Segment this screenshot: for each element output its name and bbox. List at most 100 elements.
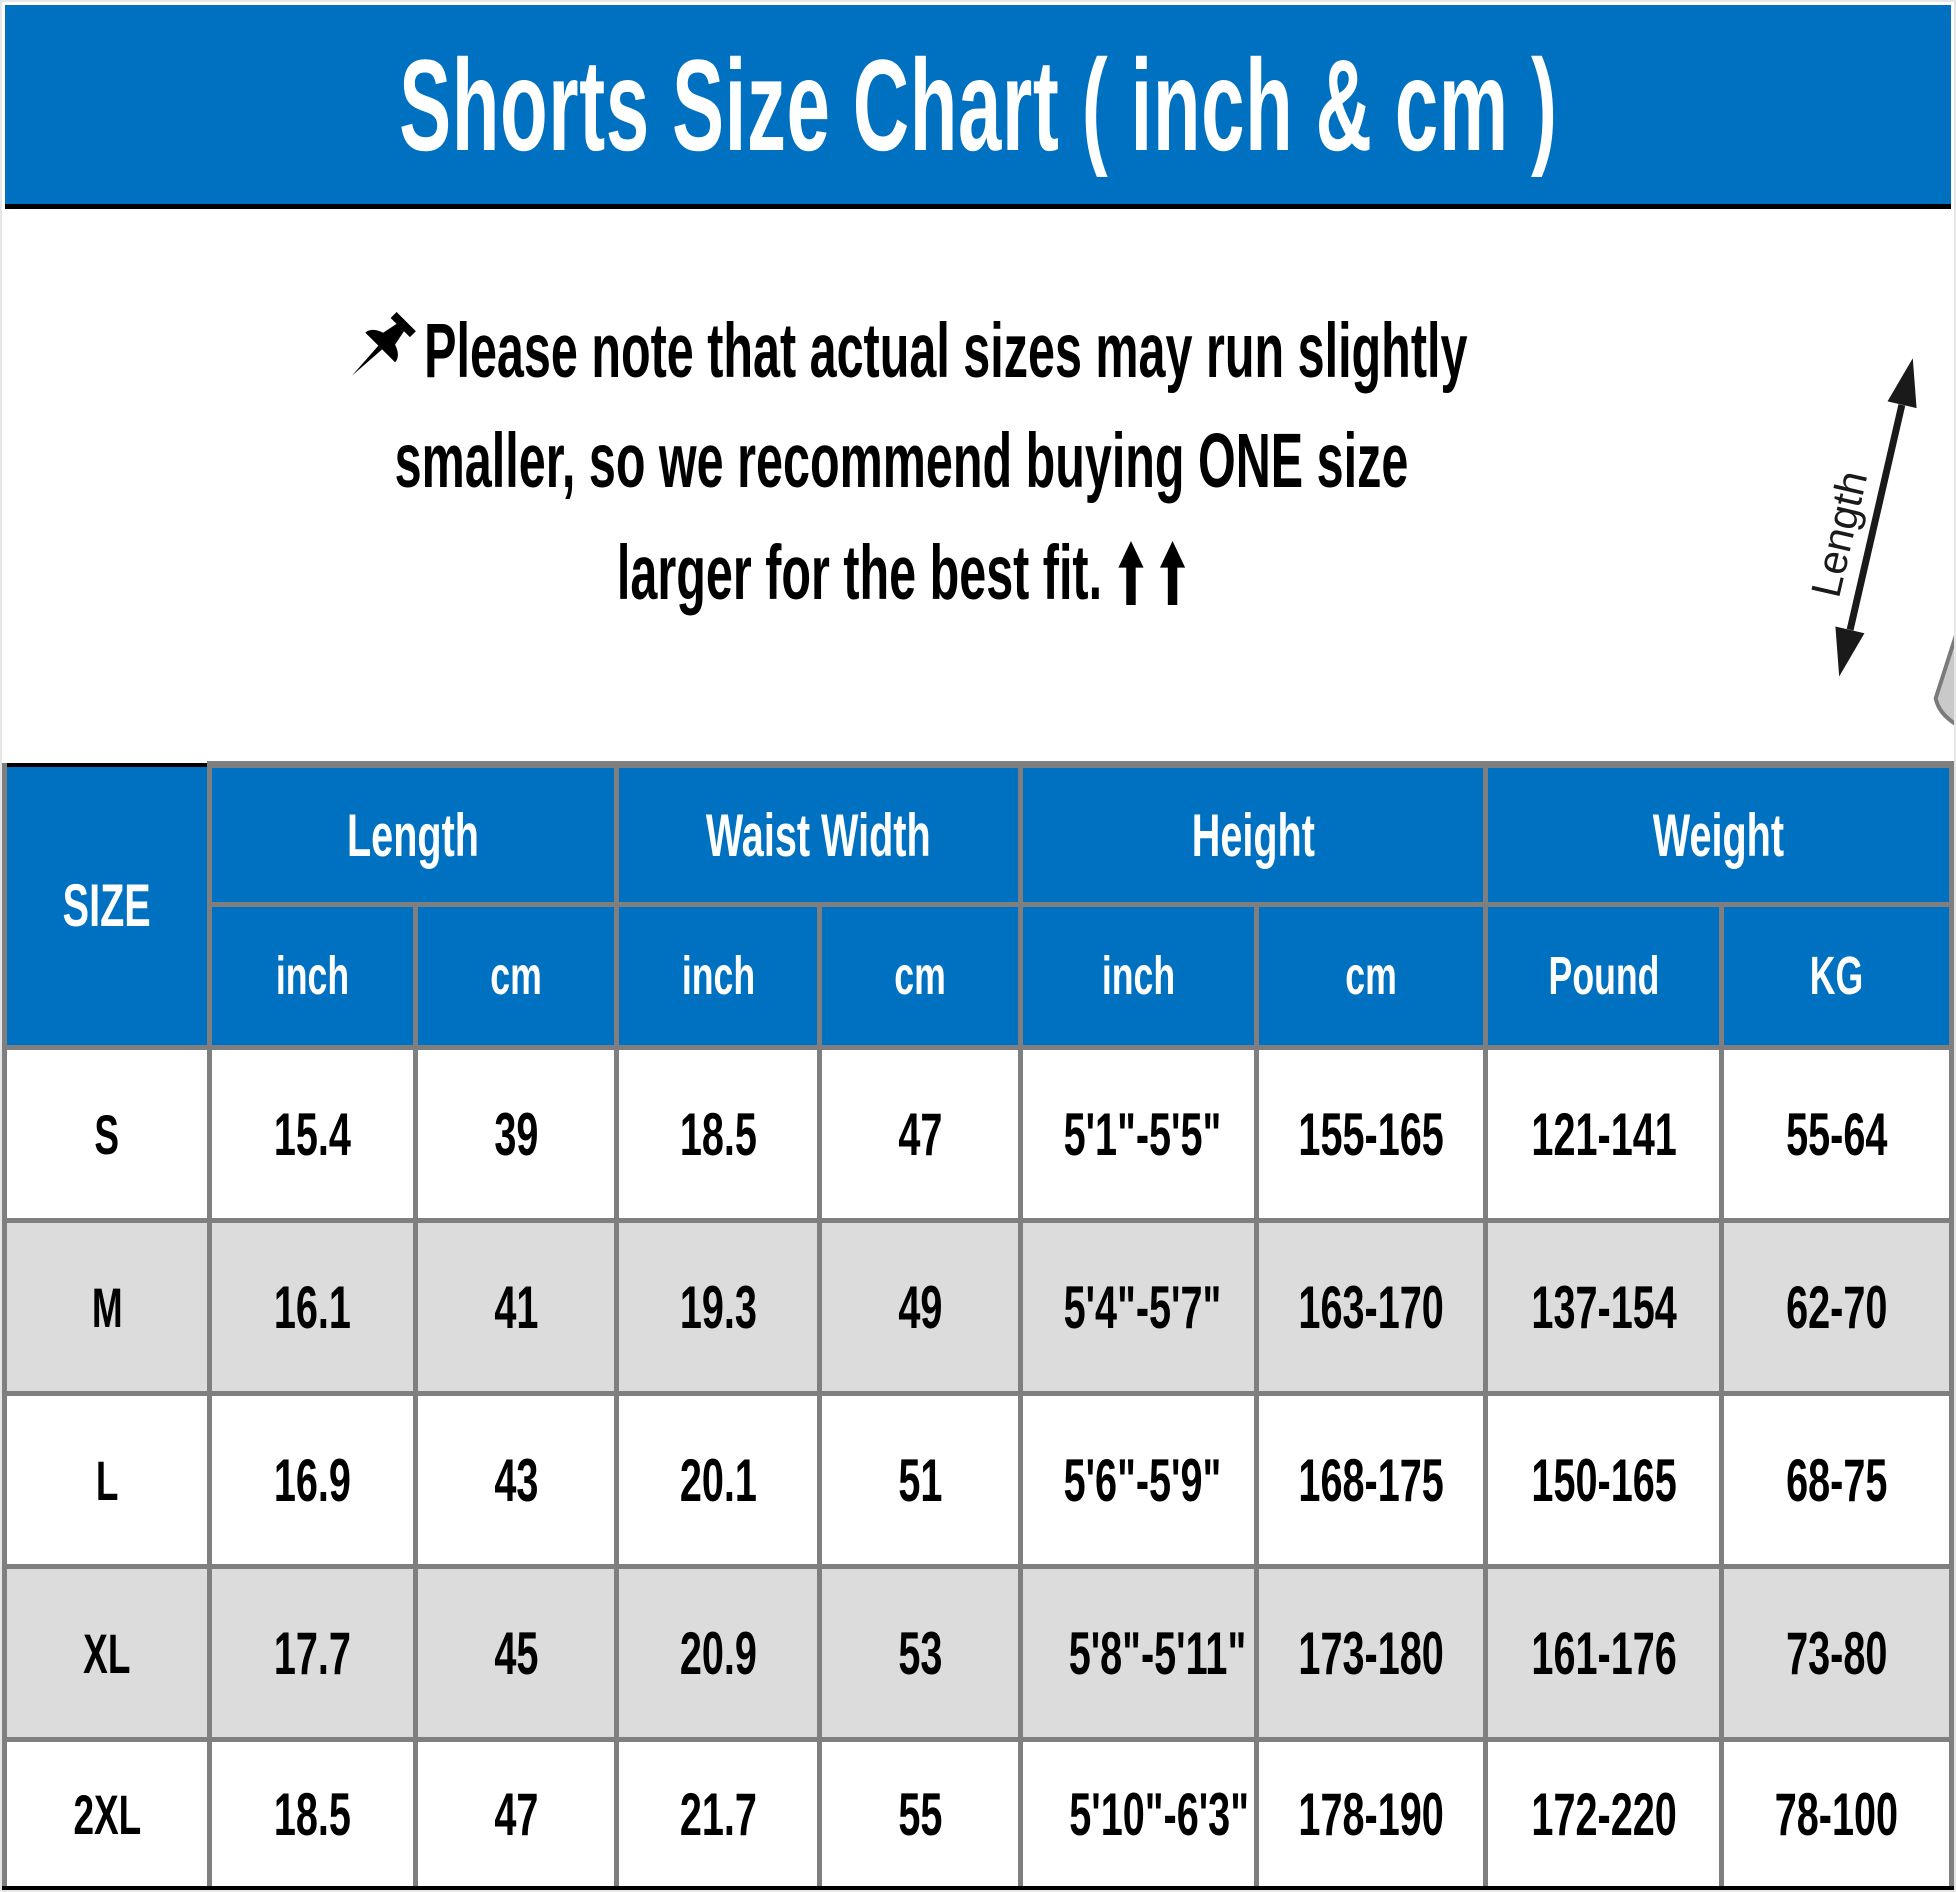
cell-value: 172-220 [1531,1780,1677,1848]
cell-value: 73-80 [1785,1619,1888,1687]
data-cell: 62-70 [1719,1218,1954,1396]
data-cell: 41 [412,1218,620,1396]
data-cell: 16.9 [207,1391,418,1569]
column-subheader-waist-inch: inch [614,902,823,1050]
table-header-group-row: SIZE Length Waist Width Height Weight [2,761,1954,1050]
size-cell: M [2,1218,213,1396]
pushpin-icon [352,311,416,376]
length-label: Length [1802,466,1877,601]
table-header-sub-row: inch cm inch cm inch cm Pound KG [5,902,1954,1050]
column-group-label: Height [1191,801,1315,869]
data-cell: 5'10"-6'3" [1018,1737,1260,1890]
column-subheader-label: cm [490,946,542,1006]
length-arrow-icon [1835,358,1917,677]
cell-value: 78-100 [1774,1780,1899,1848]
table-row-xl: XL 17.7 45 20.9 53 5'8"-5'11" 173-180 16… [2,1564,1954,1742]
cell-value: 161-176 [1531,1619,1677,1687]
data-cell: 21.7 [614,1737,823,1890]
column-subheader-label: cm [894,946,946,1006]
note-line: larger for the best fit. [2,517,1800,629]
column-group-height: Height [1018,761,1489,907]
column-subheader-label: inch [1102,946,1176,1006]
data-cell: 18.5 [207,1737,418,1890]
size-value: S [94,1102,120,1166]
note-text: smaller, so we recommend buying ONE size [394,417,1408,504]
data-cell: 5'6"-5'9" [1018,1391,1260,1569]
shorts-diagram-panel: Waist Length [1800,209,1954,761]
note-line: smaller, so we recommend buying ONE size [2,405,1800,517]
data-cell: 19.3 [614,1218,823,1396]
up-arrow-icon [1118,540,1144,605]
cell-value: 178-190 [1298,1780,1444,1848]
size-value: 2XL [73,1782,141,1846]
table-row-m: M 16.1 41 19.3 49 5'4"-5'7" 163-170 137-… [2,1218,1954,1396]
table-row-s: S 15.4 39 18.5 47 5'1"-5'5" 155-165 121-… [2,1045,1954,1223]
cell-value: 5'1"-5'5" [1063,1100,1222,1168]
data-cell: 17.7 [207,1564,418,1742]
data-cell: 5'8"-5'11" [1018,1564,1260,1742]
data-cell: 155-165 [1254,1045,1489,1223]
cell-value: 155-165 [1298,1100,1444,1168]
column-subheader-weight-kg: KG [1719,902,1954,1050]
column-header-label: SIZE [62,872,152,940]
data-cell: 168-175 [1254,1391,1489,1569]
cell-value: 173-180 [1298,1619,1444,1687]
data-cell: 178-190 [1254,1737,1489,1890]
column-subheader-label: inch [275,946,350,1006]
cell-value: 49 [898,1273,943,1341]
data-cell: 20.9 [614,1564,823,1742]
title-bar: Shorts Size Chart ( inch & cm ) [5,5,1951,209]
data-cell: 49 [817,1218,1024,1396]
size-cell: XL [2,1564,213,1742]
cell-value: 163-170 [1298,1273,1444,1341]
size-value: L [95,1448,119,1512]
data-cell: 121-141 [1483,1045,1725,1223]
column-group-label: Length [347,801,480,869]
column-subheader-length-inch: inch [207,902,418,1050]
cell-value: 41 [494,1273,539,1341]
cell-value: 55 [898,1780,943,1848]
up-arrow-icon [1160,540,1186,605]
data-cell: 5'4"-5'7" [1018,1218,1260,1396]
column-group-length: Length [207,761,620,907]
cell-value: 121-141 [1531,1100,1677,1168]
shorts-drawing [1933,635,1954,726]
data-cell: 18.5 [614,1045,823,1223]
cell-value: 150-165 [1531,1446,1677,1514]
data-cell: 137-154 [1483,1218,1725,1396]
cell-value: 68-75 [1785,1446,1888,1514]
size-table: SIZE Length Waist Width Height Weight in… [2,761,1954,1890]
cell-value: 5'10"-6'3" [1069,1780,1250,1848]
cell-value: 43 [494,1446,539,1514]
cell-value: 168-175 [1298,1446,1444,1514]
table-row-l: L 16.9 43 20.1 51 5'6"-5'9" 168-175 150-… [2,1391,1954,1569]
column-header-size: SIZE [2,762,213,1050]
data-cell: 172-220 [1483,1737,1725,1890]
data-cell: 173-180 [1254,1564,1489,1742]
cell-value: 15.4 [273,1100,352,1168]
size-value: XL [83,1621,131,1685]
data-cell: 15.4 [207,1045,418,1223]
note-text: larger for the best fit. [616,529,1103,616]
column-subheader-label: Pound [1548,946,1660,1006]
cell-value: 16.1 [273,1273,352,1341]
column-subheader-height-cm: cm [1254,902,1489,1050]
data-cell: 39 [412,1045,620,1223]
data-cell: 55 [817,1737,1024,1890]
note: Please note that actual sizes may run sl… [2,209,1800,761]
cell-value: 5'4"-5'7" [1063,1273,1222,1341]
column-subheader-height-inch: inch [1018,902,1260,1050]
size-cell: L [2,1391,213,1569]
data-cell: 45 [412,1564,620,1742]
data-cell: 150-165 [1483,1391,1725,1569]
data-cell: 51 [817,1391,1024,1569]
note-text: Please note that actual sizes may run sl… [424,307,1468,394]
column-group-label: Waist Width [706,801,932,869]
cell-value: 17.7 [273,1619,352,1687]
cell-value: 62-70 [1785,1273,1888,1341]
page-title: Shorts Size Chart ( inch & cm ) [398,31,1558,178]
data-cell: 55-64 [1719,1045,1954,1223]
middle-section: Please note that actual sizes may run sl… [2,209,1954,761]
cell-value: 20.9 [679,1619,757,1687]
